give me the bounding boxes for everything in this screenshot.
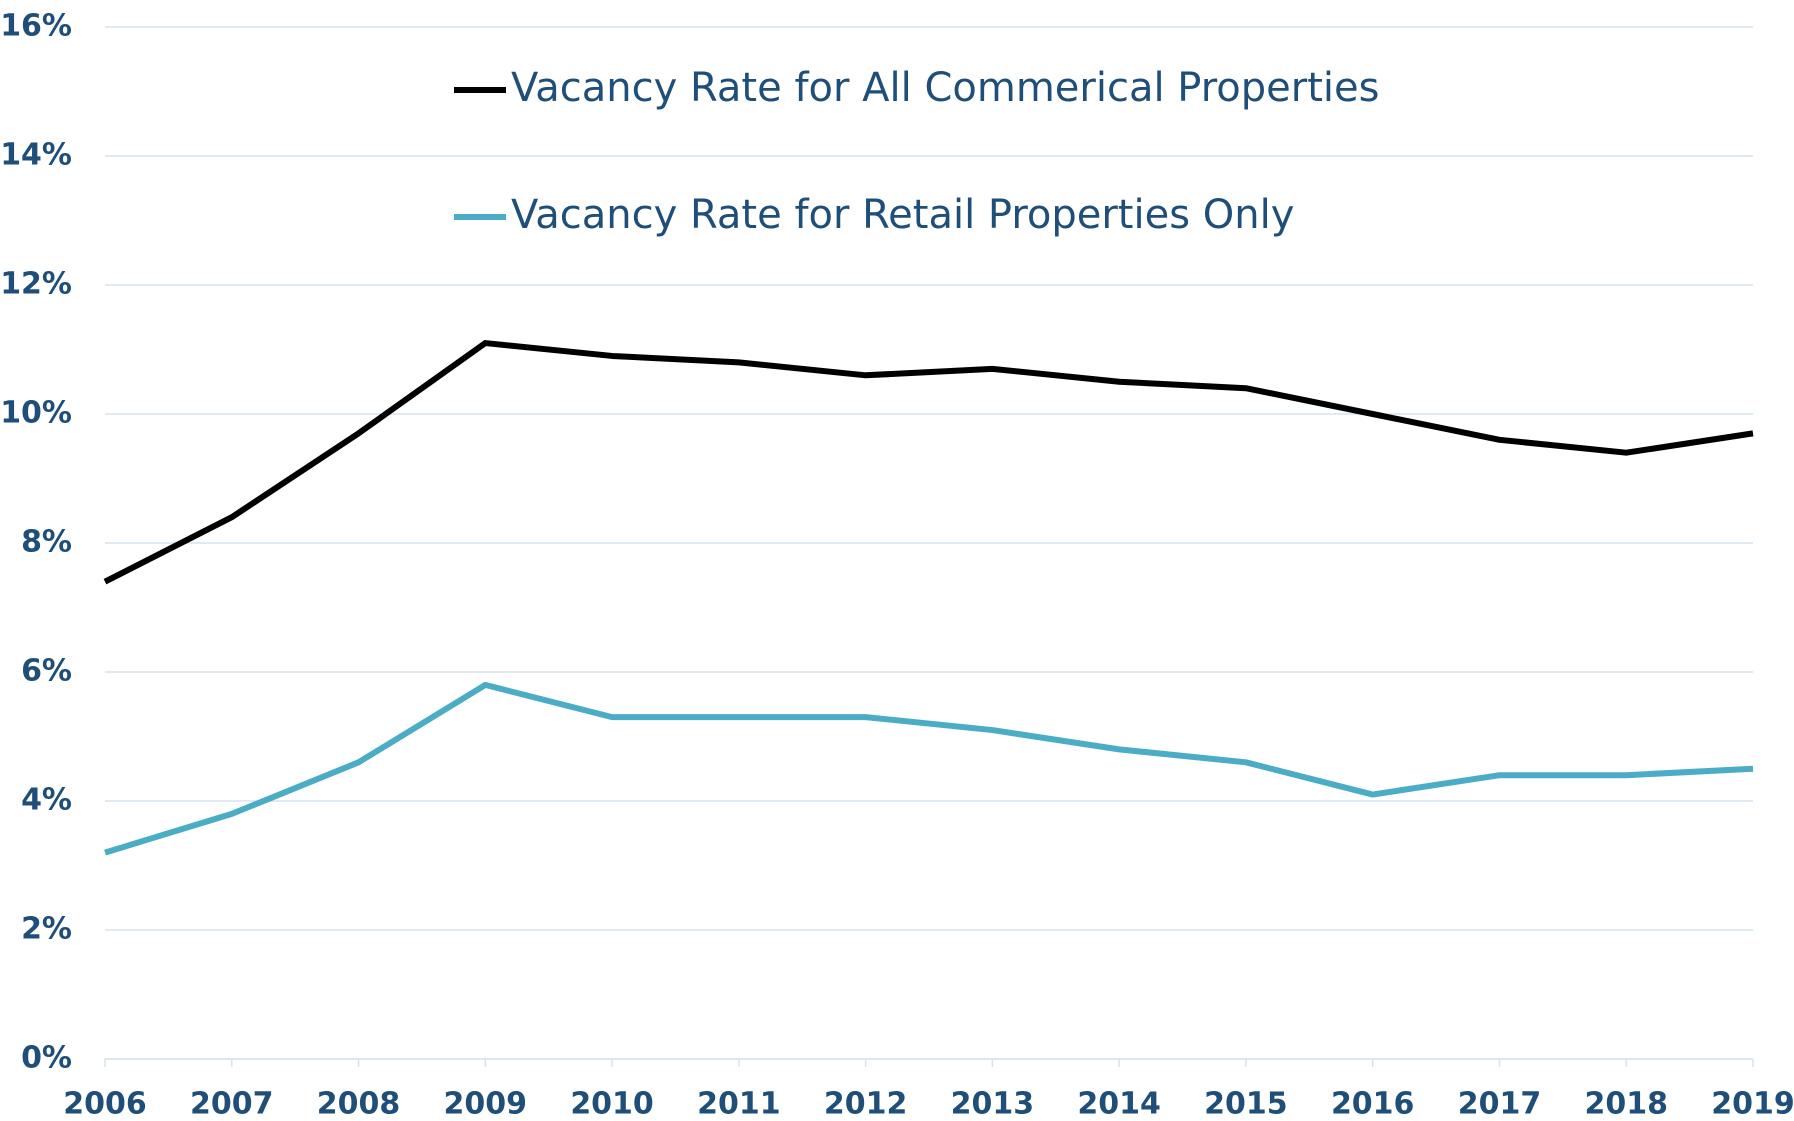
y-tick-label: 2%	[21, 912, 72, 947]
x-tick-label: 2010	[570, 1087, 654, 1121]
x-tick-label: 2018	[1584, 1087, 1668, 1121]
x-tick-label: 2016	[1331, 1087, 1415, 1121]
legend-label: Vacancy Rate for Retail Properties Only	[511, 192, 1294, 238]
x-tick-label: 2008	[317, 1087, 401, 1121]
series-line	[104, 681, 1754, 856]
x-tick-label: 2013	[951, 1087, 1035, 1121]
x-tick-label: 2015	[1204, 1087, 1288, 1121]
y-tick-label: 14%	[0, 138, 72, 173]
y-tick-label: 12%	[0, 267, 72, 302]
x-tick-label: 2012	[824, 1087, 908, 1121]
x-tick-label: 2019	[1711, 1087, 1794, 1121]
y-tick-label: 10%	[0, 396, 72, 431]
y-tick-label: 4%	[21, 783, 72, 818]
y-tick-label: 6%	[21, 654, 72, 689]
x-tick-label: 2007	[190, 1087, 274, 1121]
x-tick-label: 2017	[1458, 1087, 1542, 1121]
x-tick-label: 2014	[1077, 1087, 1161, 1121]
x-tick-label: 2009	[444, 1087, 528, 1121]
x-tick-label: 2011	[697, 1087, 781, 1121]
y-tick-label: 0%	[21, 1041, 72, 1076]
y-tick-label: 8%	[21, 525, 72, 560]
x-tick-label: 2006	[63, 1087, 147, 1121]
y-tick-label: 16%	[0, 9, 72, 44]
legend-label: Vacancy Rate for All Commerical Properti…	[511, 65, 1379, 111]
series-line	[103, 340, 1754, 585]
